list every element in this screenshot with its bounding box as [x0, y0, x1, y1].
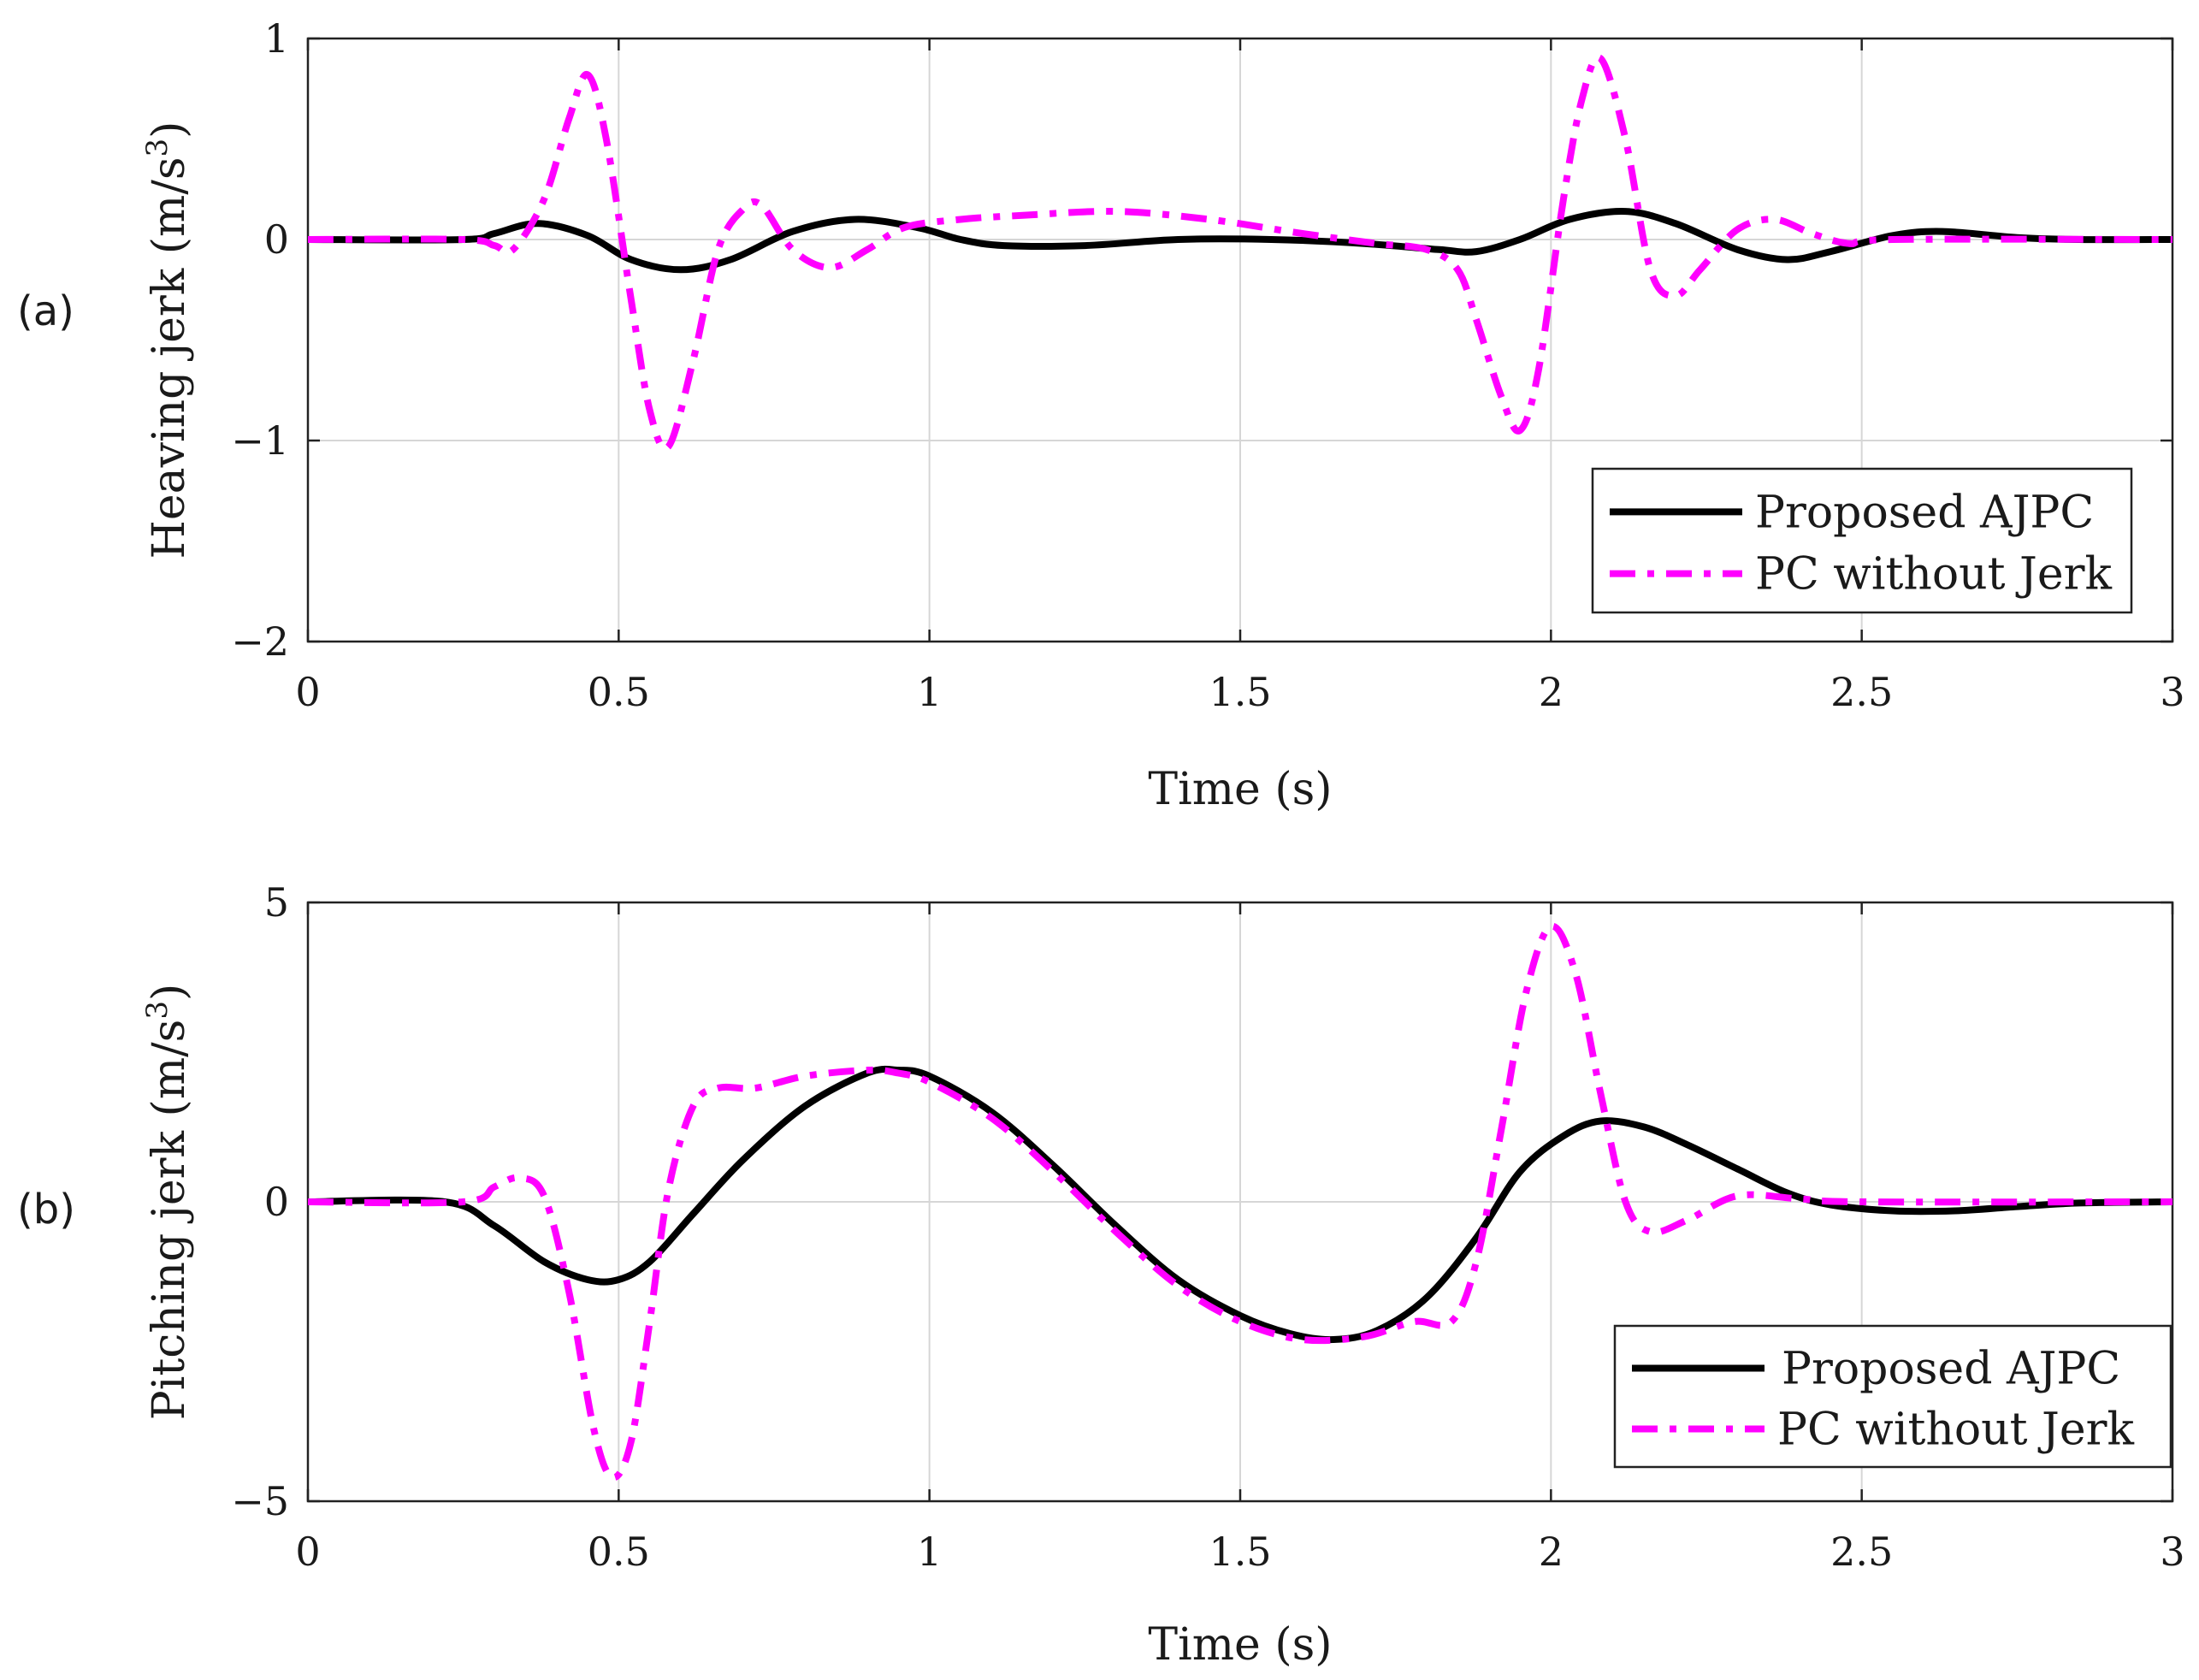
- panel-label-a: (a): [17, 287, 74, 335]
- tick-labels-a: 0 0.5 1 1.5 2 2.5 3 1 0 −1 −2: [231, 15, 2184, 715]
- y-axis-label-b-main: Pitching jerk (m/s: [144, 1020, 195, 1421]
- series-group-b: [307, 922, 2173, 1482]
- y-axis-label-a-close: ): [144, 121, 195, 139]
- x-tick-label-6-a: 3: [2160, 669, 2184, 715]
- panel-a: 0 0.5 1 1.5 2 2.5 3 1 0 −1 −2 Time (s) Heaving jer…: [17, 15, 2185, 815]
- x-tick-label-3-a: 1.5: [1209, 669, 1271, 715]
- legend-label-pc-b: PC without Jerk: [1777, 1404, 2135, 1455]
- panel-label-b: (b): [17, 1186, 75, 1233]
- x-tick-label-6-b: 3: [2160, 1529, 2184, 1575]
- series-pc-line-b: [307, 922, 2173, 1482]
- y-tick-label-2-a: −1: [231, 417, 289, 464]
- y-axis-label-a: Heaving jerk (m/s3): [140, 121, 195, 559]
- y-axis-label-b-exponent: 3: [140, 1001, 174, 1020]
- y-tick-label-2-b: −5: [231, 1478, 289, 1524]
- series-group-a: [307, 54, 2173, 453]
- x-axis-label-a: Time (s): [1148, 764, 1332, 815]
- legend-box-a: [1591, 467, 2133, 614]
- x-tick-label-3-b: 1.5: [1209, 1529, 1271, 1575]
- legend-label-proposed-a: Proposed AJPC: [1755, 487, 2094, 538]
- x-tick-label-2-a: 1: [917, 669, 942, 715]
- legend-label-pc-a: PC without Jerk: [1755, 549, 2113, 600]
- legend-a: Proposed AJPC PC without Jerk: [1591, 467, 2133, 614]
- y-axis-label-b: Pitching jerk (m/s3): [140, 984, 195, 1421]
- y-axis-label-a-main: Heaving jerk (m/s: [144, 157, 195, 559]
- legend-b: Proposed AJPC PC without Jerk: [1613, 1324, 2172, 1469]
- tick-labels-b: 0 0.5 1 1.5 2 2.5 350−5: [231, 879, 2184, 1575]
- y-axis-label-b-close: ): [144, 984, 195, 1001]
- x-tick-label-5-b: 2.5: [1830, 1529, 1893, 1575]
- x-tick-label-0-a: 0: [295, 669, 320, 715]
- panel-b: 0 0.5 1 1.5 2 2.5 350−5 Time (s) Pitching jerk…: [17, 879, 2185, 1671]
- y-tick-label-1-b: 0: [264, 1179, 289, 1225]
- x-tick-label-1-a: 0.5: [588, 669, 650, 715]
- y-tick-label-0-b: 5: [264, 879, 289, 926]
- x-axis-label-b: Time (s): [1148, 1619, 1332, 1671]
- x-tick-label-2-b: 1: [917, 1529, 942, 1575]
- x-tick-label-4-a: 2: [1539, 669, 1564, 715]
- x-tick-label-1-b: 0.5: [588, 1529, 650, 1575]
- legend-box-b: [1613, 1324, 2172, 1469]
- series-proposed-line-a: [307, 208, 2173, 274]
- y-tick-label-0-a: 1: [264, 15, 289, 62]
- series-proposed-line-b: [307, 1065, 2173, 1344]
- y-axis-label-a-exponent: 3: [140, 139, 174, 157]
- x-tick-label-5-a: 2.5: [1830, 669, 1893, 715]
- y-tick-label-3-a: −2: [231, 618, 289, 665]
- y-tick-label-1-a: 0: [264, 216, 289, 263]
- x-tick-label-4-b: 2: [1539, 1529, 1564, 1575]
- x-tick-label-0-b: 0: [295, 1529, 320, 1575]
- series-pc-line-a: [307, 54, 2173, 453]
- legend-label-proposed-b: Proposed AJPC: [1782, 1344, 2120, 1395]
- ticks-b: [306, 901, 2174, 1503]
